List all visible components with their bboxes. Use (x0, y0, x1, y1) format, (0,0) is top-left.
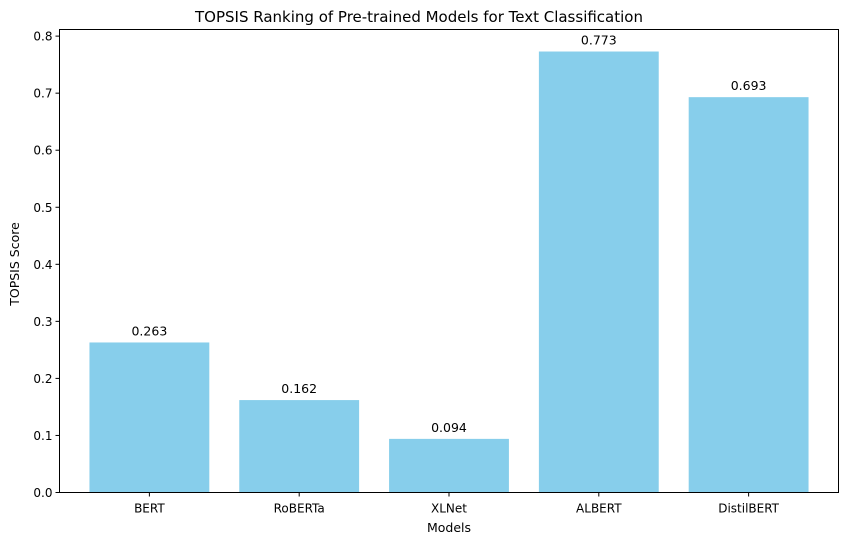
x-tick-label: XLNet (431, 502, 467, 516)
y-tick-label: 0.3 (33, 315, 52, 329)
y-tick-label: 0.4 (33, 258, 52, 272)
value-labels-layer: 0.263 0.162 0.094 0.773 0.693 (131, 33, 766, 435)
y-tick-label: 0.6 (33, 144, 52, 158)
y-tick-label: 0.7 (33, 87, 52, 101)
chart-title: TOPSIS Ranking of Pre-trained Models for… (194, 8, 643, 26)
bar-distilbert (688, 97, 809, 493)
x-tick-label: BERT (134, 502, 165, 516)
data-label: 0.693 (731, 78, 767, 93)
bar-bert (89, 342, 210, 493)
data-label: 0.162 (281, 381, 317, 396)
x-tick-label: RoBERTa (274, 502, 325, 516)
data-label: 0.094 (431, 420, 467, 435)
bar-roberta (239, 400, 360, 493)
y-tick-label: 0.1 (33, 429, 52, 443)
ticks-layer: BERT RoBERTa XLNet ALBERT DistilBERT 0.0 0.1 0.… (33, 30, 779, 516)
data-label: 0.773 (581, 33, 617, 48)
bar-xlnet (389, 438, 509, 493)
bar-albert (538, 51, 659, 493)
x-tick-label: ALBERT (576, 502, 622, 516)
y-tick-label: 0.2 (33, 372, 52, 386)
y-tick-label: 0.0 (33, 486, 52, 500)
y-axis-label: TOPSIS Score (7, 222, 22, 307)
y-tick-label: 0.5 (33, 201, 52, 215)
bars-layer (89, 51, 809, 493)
x-axis-label: Models (427, 520, 471, 535)
data-label: 0.263 (131, 323, 167, 338)
plot-frame (59, 29, 839, 493)
x-tick-label: DistilBERT (718, 502, 779, 516)
y-tick-label: 0.8 (33, 30, 52, 44)
